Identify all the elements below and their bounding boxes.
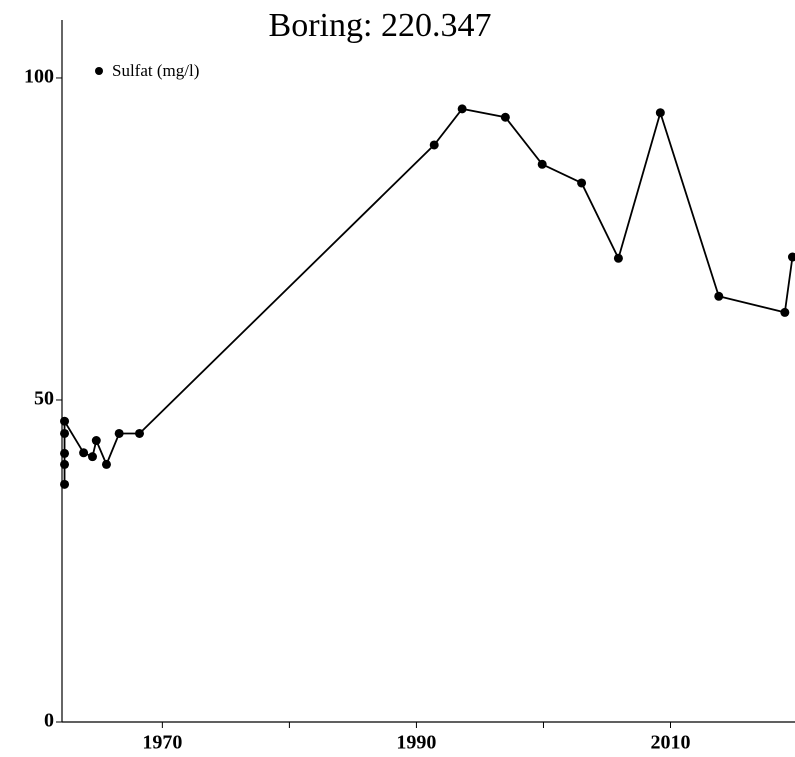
data-point [60, 428, 70, 438]
y-tick-label: 50 [34, 388, 54, 410]
data-line [63, 107, 794, 485]
data-point [714, 291, 724, 301]
legend-label: Sulfat (mg/l) [112, 61, 199, 80]
data-point [60, 479, 70, 489]
data-point [60, 448, 70, 458]
x-tick-label: 2010 [651, 732, 691, 754]
data-point [537, 159, 547, 169]
data-point [114, 428, 124, 438]
x-tick-label: 1990 [396, 732, 436, 754]
data-point [79, 448, 89, 458]
data-point [87, 452, 97, 462]
data-point [613, 253, 623, 263]
data-point [429, 140, 439, 150]
data-point [101, 459, 111, 469]
y-tick-label: 0 [44, 710, 54, 732]
chart-title: Boring: 220.347 [269, 7, 492, 44]
data-point [134, 428, 144, 438]
data-point [787, 252, 795, 262]
x-tick-label: 1970 [142, 732, 182, 754]
data-point [60, 459, 70, 469]
data-point [780, 307, 790, 317]
data-point [577, 178, 587, 188]
data-point [500, 112, 510, 122]
data-point [60, 416, 70, 426]
y-tick-label: 100 [24, 66, 54, 88]
legend-marker [95, 67, 103, 75]
data-point [91, 436, 101, 446]
data-point [655, 108, 665, 118]
data-point [457, 104, 467, 114]
